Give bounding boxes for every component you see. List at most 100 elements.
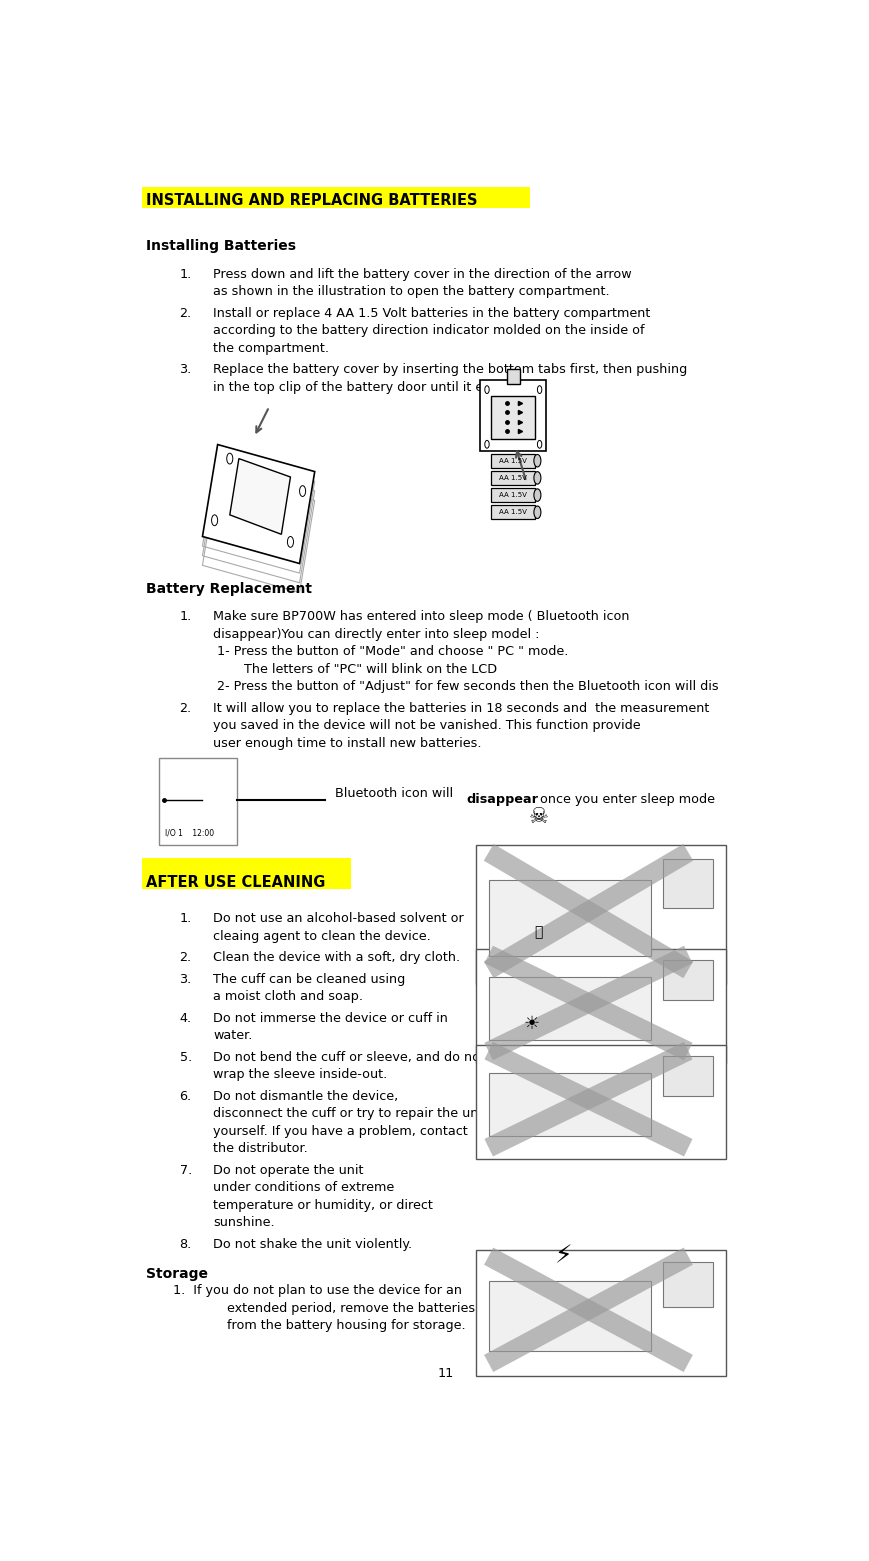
Text: 3.: 3. <box>179 973 191 987</box>
Bar <box>475 1250 725 1377</box>
Text: the distributor.: the distributor. <box>213 1143 308 1155</box>
Text: Do not operate the unit: Do not operate the unit <box>213 1165 363 1177</box>
Text: 1.  If you do not plan to use the device for an: 1. If you do not plan to use the device … <box>173 1285 461 1297</box>
Text: you saved in the device will not be vanished. This function provide: you saved in the device will not be vani… <box>213 720 640 732</box>
Text: AA 1.5V: AA 1.5V <box>499 475 527 481</box>
Text: 6.: 6. <box>179 1090 191 1104</box>
Text: the compartment.: the compartment. <box>213 342 328 354</box>
Text: AA 1.5V: AA 1.5V <box>499 457 527 464</box>
Bar <box>491 489 534 503</box>
Text: Do not dismantle the device,: Do not dismantle the device, <box>213 1090 398 1104</box>
Text: AFTER USE CLEANING: AFTER USE CLEANING <box>146 874 325 890</box>
Circle shape <box>211 515 217 526</box>
Bar <box>143 180 529 208</box>
Text: according to the battery direction indicator molded on the inside of: according to the battery direction indic… <box>213 325 644 337</box>
Circle shape <box>537 386 541 393</box>
Bar <box>475 949 725 1063</box>
Bar <box>488 1074 650 1136</box>
Polygon shape <box>480 381 546 451</box>
Text: Storage: Storage <box>146 1266 208 1280</box>
Text: ☠: ☠ <box>528 807 548 827</box>
Text: under conditions of extreme: under conditions of extreme <box>213 1182 394 1194</box>
Bar <box>488 1282 650 1350</box>
Text: sunshine.: sunshine. <box>213 1216 275 1229</box>
Text: It will allow you to replace the batteries in 18 seconds and  the measurement: It will allow you to replace the batteri… <box>213 702 709 715</box>
Text: 1.: 1. <box>179 268 191 281</box>
Text: Bluetooth icon will: Bluetooth icon will <box>335 787 456 801</box>
Text: Install or replace 4 AA 1.5 Volt batteries in the battery compartment: Install or replace 4 AA 1.5 Volt batteri… <box>213 308 650 320</box>
Circle shape <box>534 489 541 501</box>
Bar <box>488 880 650 955</box>
Text: extended period, remove the batteries: extended period, remove the batteries <box>227 1302 474 1314</box>
Circle shape <box>287 537 293 548</box>
Text: Do not immerse the device or cuff in: Do not immerse the device or cuff in <box>213 1012 448 1026</box>
Bar <box>143 859 351 890</box>
Text: 3.: 3. <box>179 364 191 376</box>
Bar <box>662 1057 713 1096</box>
Text: 8.: 8. <box>179 1238 191 1250</box>
Text: 4.: 4. <box>179 1012 191 1026</box>
Bar <box>488 977 650 1040</box>
Text: AA 1.5V: AA 1.5V <box>499 509 527 515</box>
Text: Installing Batteries: Installing Batteries <box>146 239 295 253</box>
Text: Make sure BP700W has entered into sleep mode ( Bluetooth icon: Make sure BP700W has entered into sleep … <box>213 610 629 623</box>
Bar <box>491 396 534 439</box>
Text: ☀: ☀ <box>522 1015 539 1033</box>
Text: 1- Press the button of "Mode" and choose " PC " mode.: 1- Press the button of "Mode" and choose… <box>216 645 567 659</box>
Bar <box>506 368 520 384</box>
Bar <box>491 506 534 520</box>
Text: 1.: 1. <box>179 610 191 623</box>
Text: The cuff can be cleaned using: The cuff can be cleaned using <box>213 973 405 987</box>
Text: wrap the sleeve inside-out.: wrap the sleeve inside-out. <box>213 1068 387 1082</box>
Text: disconnect the cuff or try to repair the unit by: disconnect the cuff or try to repair the… <box>213 1107 507 1121</box>
Text: user enough time to install new batteries.: user enough time to install new batterie… <box>213 737 481 749</box>
Text: Do not use an alcohol-based solvent or: Do not use an alcohol-based solvent or <box>213 912 463 926</box>
Polygon shape <box>202 445 315 564</box>
Text: Press down and lift the battery cover in the direction of the arrow: Press down and lift the battery cover in… <box>213 268 631 281</box>
Text: yourself. If you have a problem, contact: yourself. If you have a problem, contact <box>213 1125 468 1138</box>
Text: in the top clip of the battery door until it engages.: in the top clip of the battery door unti… <box>213 381 534 393</box>
Circle shape <box>299 485 305 496</box>
Text: 7.: 7. <box>179 1165 191 1177</box>
Text: water.: water. <box>213 1029 252 1043</box>
Text: INSTALLING AND REPLACING BATTERIES: INSTALLING AND REPLACING BATTERIES <box>146 194 477 208</box>
Text: a moist cloth and soap.: a moist cloth and soap. <box>213 990 363 1004</box>
Text: 2- Press the button of "Adjust" for few seconds then the Bluetooth icon will dis: 2- Press the button of "Adjust" for few … <box>216 681 718 693</box>
Text: as shown in the illustration to open the battery compartment.: as shown in the illustration to open the… <box>213 286 609 298</box>
Bar <box>491 454 534 468</box>
Bar <box>475 846 725 983</box>
Text: 5.: 5. <box>179 1051 191 1065</box>
Text: 1.: 1. <box>179 912 191 926</box>
Text: 11: 11 <box>437 1367 454 1380</box>
Text: I/O 1    12:00: I/O 1 12:00 <box>164 829 214 838</box>
Bar <box>491 471 534 485</box>
Text: 2.: 2. <box>179 702 191 715</box>
Text: disappear: disappear <box>467 793 538 807</box>
Text: Do not bend the cuff or sleeve, and do not: Do not bend the cuff or sleeve, and do n… <box>213 1051 485 1065</box>
Text: from the battery housing for storage.: from the battery housing for storage. <box>227 1319 465 1332</box>
Circle shape <box>534 506 541 518</box>
Text: Replace the battery cover by inserting the bottom tabs first, then pushing: Replace the battery cover by inserting t… <box>213 364 687 376</box>
Text: Do not shake the unit violently.: Do not shake the unit violently. <box>213 1238 412 1250</box>
Text: Battery Replacement: Battery Replacement <box>146 582 311 596</box>
Bar <box>662 859 713 907</box>
Circle shape <box>534 454 541 467</box>
Bar <box>475 1044 725 1160</box>
Circle shape <box>534 471 541 484</box>
Circle shape <box>484 386 488 393</box>
Text: 2.: 2. <box>179 308 191 320</box>
Text: ⚡: ⚡ <box>554 1244 572 1268</box>
Text: Clean the device with a soft, dry cloth.: Clean the device with a soft, dry cloth. <box>213 951 460 965</box>
Circle shape <box>227 453 233 464</box>
Circle shape <box>537 440 541 448</box>
Polygon shape <box>229 459 290 534</box>
Text: 2.: 2. <box>179 951 191 965</box>
Text: disappear)You can directly enter into sleep model :: disappear)You can directly enter into sl… <box>213 628 539 642</box>
Bar <box>159 759 236 845</box>
Text: cleaing agent to clean the device.: cleaing agent to clean the device. <box>213 929 430 943</box>
Bar <box>662 960 713 1001</box>
Text: AA 1.5V: AA 1.5V <box>499 492 527 498</box>
Text: once you enter sleep mode: once you enter sleep mode <box>535 793 713 807</box>
Circle shape <box>484 440 488 448</box>
Text: temperature or humidity, or direct: temperature or humidity, or direct <box>213 1199 433 1211</box>
